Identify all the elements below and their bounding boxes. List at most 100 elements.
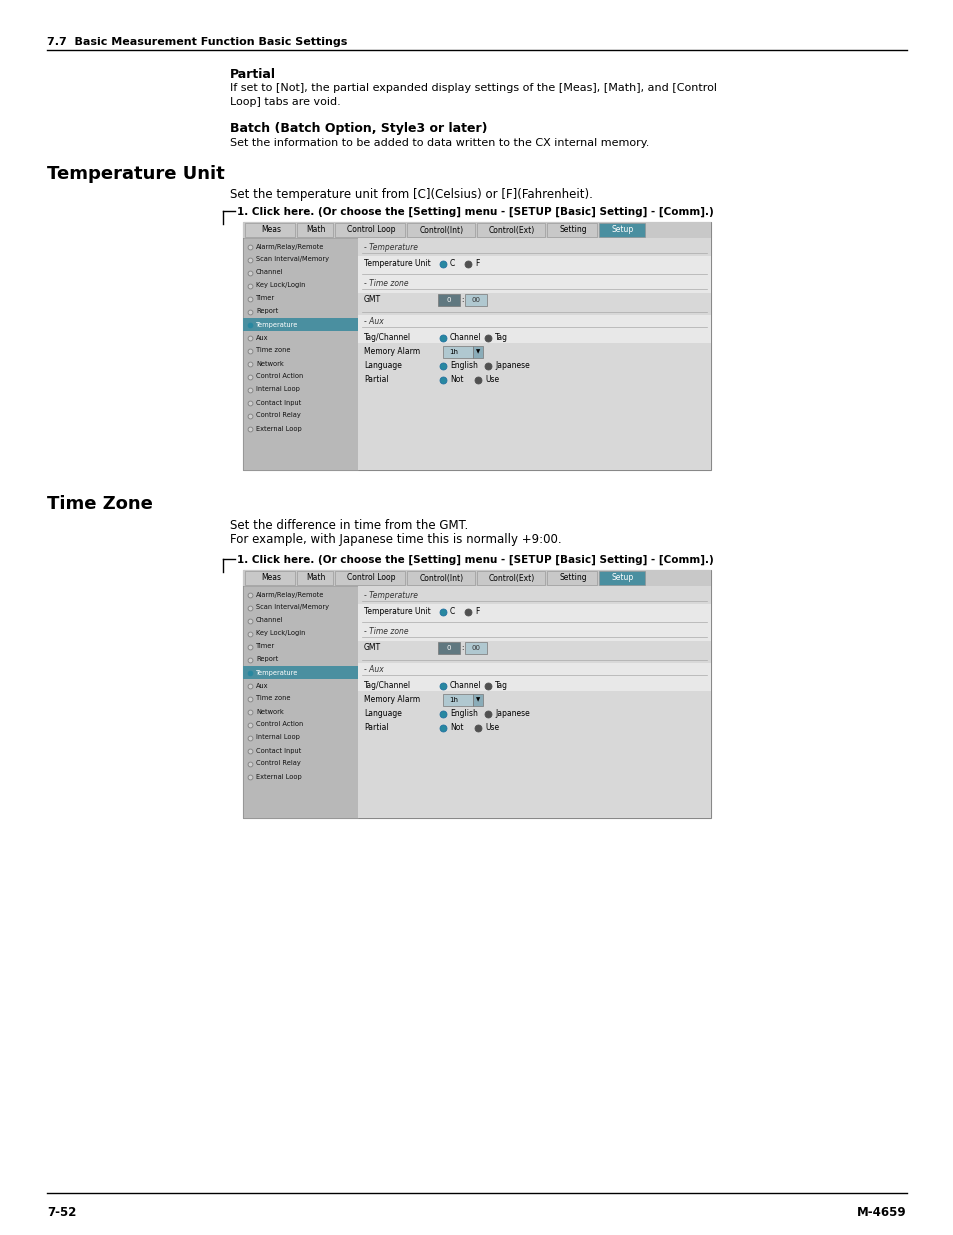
Bar xyxy=(464,642,486,655)
Text: Control Relay: Control Relay xyxy=(255,761,300,767)
Text: Language: Language xyxy=(364,709,401,719)
Text: For example, with Japanese time this is normally +9:00.: For example, with Japanese time this is … xyxy=(230,534,561,546)
Text: Contact Input: Contact Input xyxy=(255,747,301,753)
Text: Network: Network xyxy=(255,361,283,367)
Text: Meas: Meas xyxy=(261,573,281,583)
Text: English: English xyxy=(450,709,477,719)
Text: External Loop: External Loop xyxy=(255,426,301,431)
Text: Japanese: Japanese xyxy=(495,362,529,370)
Text: Channel: Channel xyxy=(450,682,481,690)
Text: F: F xyxy=(475,608,478,616)
Bar xyxy=(546,224,597,237)
Bar xyxy=(243,571,710,818)
Text: Aux: Aux xyxy=(255,683,268,688)
Text: Not: Not xyxy=(450,375,463,384)
Text: Scan Interval/Memory: Scan Interval/Memory xyxy=(255,257,329,263)
Text: Control(Ext): Control(Ext) xyxy=(488,573,535,583)
Bar xyxy=(357,663,710,692)
Bar xyxy=(357,604,710,641)
Text: Alarm/Relay/Remote: Alarm/Relay/Remote xyxy=(255,592,324,598)
Bar xyxy=(357,238,710,471)
Text: - Aux: - Aux xyxy=(364,316,383,326)
Text: Tag: Tag xyxy=(495,333,507,342)
Text: Set the information to be added to data written to the CX internal memory.: Set the information to be added to data … xyxy=(230,138,649,148)
Text: Contact Input: Contact Input xyxy=(255,399,301,405)
Bar xyxy=(357,315,710,343)
Text: - Aux: - Aux xyxy=(364,664,383,673)
Bar xyxy=(442,694,473,706)
Bar xyxy=(357,256,710,293)
Text: :: : xyxy=(460,296,463,303)
Bar xyxy=(243,571,710,585)
Text: Loop] tabs are void.: Loop] tabs are void. xyxy=(230,98,340,107)
Bar xyxy=(335,571,405,585)
Text: Key Lock/Login: Key Lock/Login xyxy=(255,631,305,636)
Text: 7.7  Basic Measurement Function Basic Settings: 7.7 Basic Measurement Function Basic Set… xyxy=(47,37,347,47)
Text: External Loop: External Loop xyxy=(255,773,301,779)
Text: 7-52: 7-52 xyxy=(47,1207,76,1219)
Bar xyxy=(437,642,459,655)
Text: Channel: Channel xyxy=(450,333,481,342)
Text: 0: 0 xyxy=(446,645,451,651)
Text: 1. Click here. (Or choose the [Setting] menu - [SETUP [Basic] Setting] - [Comm].: 1. Click here. (Or choose the [Setting] … xyxy=(236,555,713,566)
Bar xyxy=(442,346,473,358)
Bar xyxy=(598,224,644,237)
Text: Control Action: Control Action xyxy=(255,721,303,727)
Text: Report: Report xyxy=(255,657,278,662)
Text: Meas: Meas xyxy=(261,226,281,235)
Text: Time zone: Time zone xyxy=(255,347,291,353)
Bar xyxy=(464,294,486,306)
Text: ▼: ▼ xyxy=(476,350,479,354)
Text: GMT: GMT xyxy=(364,295,381,305)
Text: :: : xyxy=(460,645,463,651)
Text: Control Loop: Control Loop xyxy=(346,226,395,235)
Text: Channel: Channel xyxy=(255,618,283,624)
Bar xyxy=(598,571,644,585)
Text: Use: Use xyxy=(484,724,498,732)
Text: Control(Ext): Control(Ext) xyxy=(488,226,535,235)
Text: Control(Int): Control(Int) xyxy=(419,226,463,235)
Text: Timer: Timer xyxy=(255,643,274,650)
Bar xyxy=(243,222,710,238)
Text: Aux: Aux xyxy=(255,335,268,341)
Text: Memory Alarm: Memory Alarm xyxy=(364,695,419,704)
Bar xyxy=(407,224,475,237)
Bar xyxy=(473,346,482,358)
Text: Batch (Batch Option, Style3 or later): Batch (Batch Option, Style3 or later) xyxy=(230,122,487,135)
Bar xyxy=(245,224,294,237)
Bar xyxy=(296,571,333,585)
Text: M-4659: M-4659 xyxy=(857,1207,906,1219)
Text: Japanese: Japanese xyxy=(495,709,529,719)
Text: Tag/Channel: Tag/Channel xyxy=(364,333,411,342)
Text: Time Zone: Time Zone xyxy=(47,495,152,513)
Bar xyxy=(243,238,357,471)
Bar xyxy=(243,222,710,471)
Text: Setup: Setup xyxy=(611,226,634,235)
Text: Control(Int): Control(Int) xyxy=(419,573,463,583)
Text: Temperature: Temperature xyxy=(255,669,298,676)
Text: Temperature Unit: Temperature Unit xyxy=(47,165,225,183)
Text: Report: Report xyxy=(255,309,278,315)
Bar xyxy=(476,224,544,237)
Bar xyxy=(437,294,459,306)
Text: GMT: GMT xyxy=(364,643,381,652)
Text: Math: Math xyxy=(306,573,325,583)
Text: - Time zone: - Time zone xyxy=(364,279,408,288)
Text: Tag: Tag xyxy=(495,682,507,690)
Bar xyxy=(357,585,710,818)
Text: Control Relay: Control Relay xyxy=(255,412,300,419)
Text: Time zone: Time zone xyxy=(255,695,291,701)
Text: If set to [Not], the partial expanded display settings of the [Meas], [Math], an: If set to [Not], the partial expanded di… xyxy=(230,83,717,93)
Text: Not: Not xyxy=(450,724,463,732)
Text: Temperature Unit: Temperature Unit xyxy=(364,259,431,268)
Text: 00: 00 xyxy=(471,296,480,303)
Text: Partial: Partial xyxy=(364,724,388,732)
Text: 1. Click here. (Or choose the [Setting] menu - [SETUP [Basic] Setting] - [Comm].: 1. Click here. (Or choose the [Setting] … xyxy=(236,207,713,217)
Bar xyxy=(243,585,357,818)
Text: Control Loop: Control Loop xyxy=(346,573,395,583)
Bar xyxy=(243,317,357,331)
Text: F: F xyxy=(475,259,478,268)
Bar xyxy=(407,571,475,585)
Text: Control Action: Control Action xyxy=(255,373,303,379)
Text: 0: 0 xyxy=(446,296,451,303)
